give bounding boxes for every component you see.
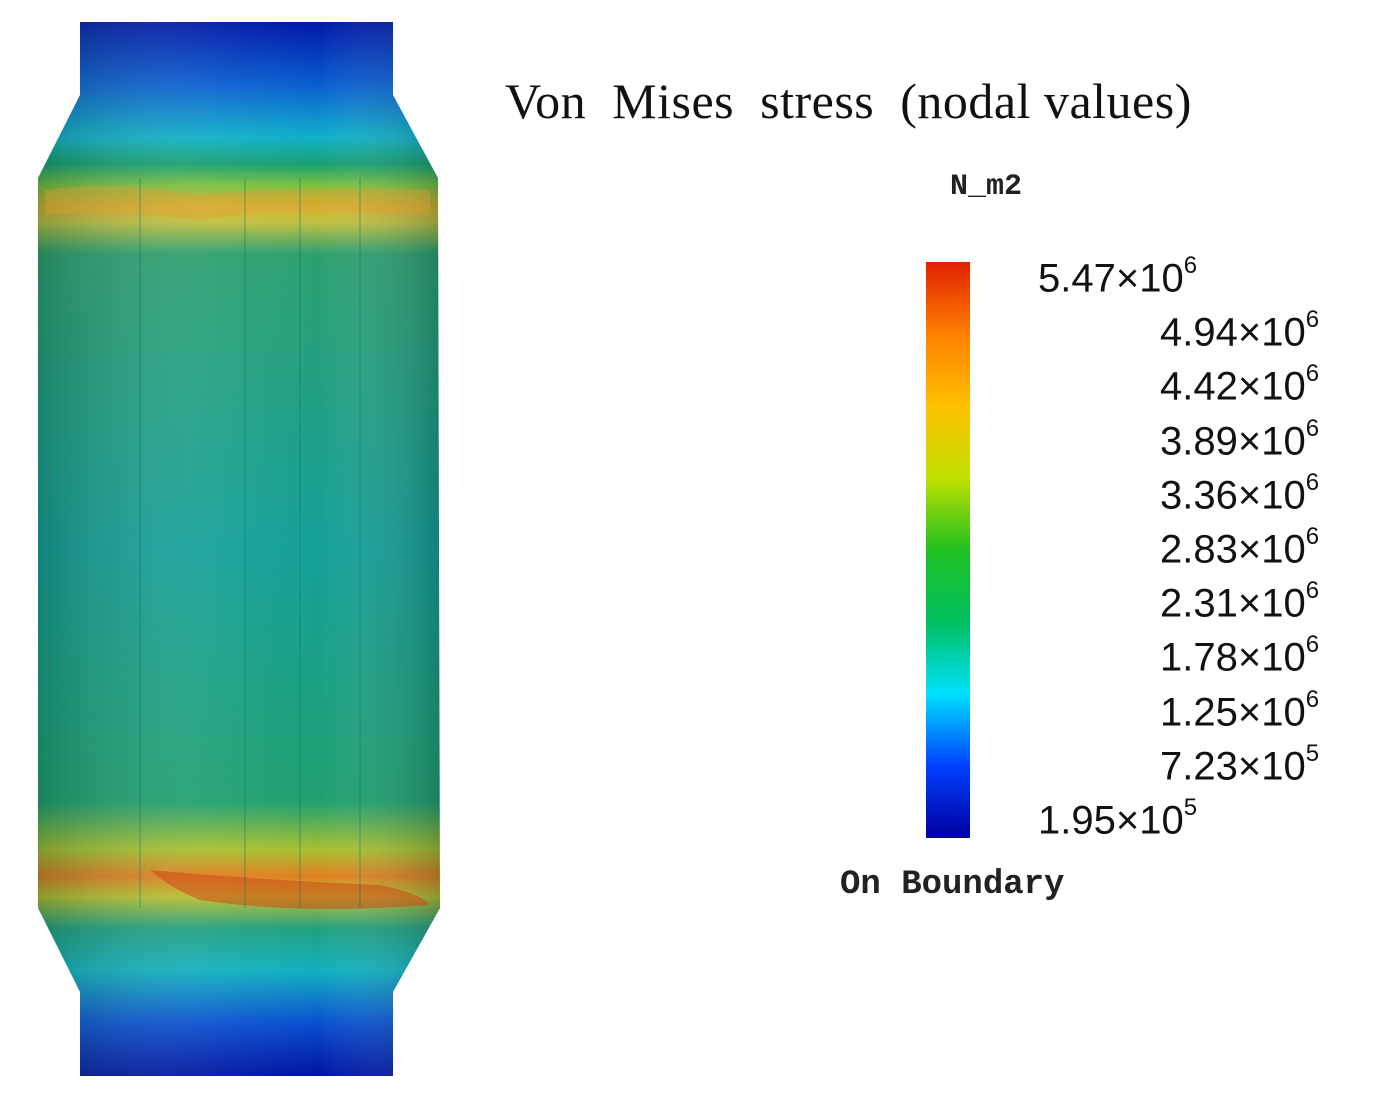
colorbar-tick-label: 3.36×106 <box>1160 468 1320 518</box>
plot-title: Von Mises stress (nodal values) <box>505 73 1192 129</box>
unit-label: N_m2 <box>950 170 1023 204</box>
colorbar-tick-label: 5.47×106 <box>1038 252 1198 301</box>
colorbar-tick-label: 7.23×105 <box>1160 739 1320 789</box>
stress-contour-model <box>38 22 440 1076</box>
colorbar-tick-label: 4.42×106 <box>1160 360 1320 409</box>
colorbar-tick-label: 2.83×106 <box>1160 523 1320 572</box>
footer-label: On Boundary <box>840 866 1065 904</box>
colorbar-tick-label: 2.31×106 <box>1160 577 1320 626</box>
colorbar <box>926 262 970 838</box>
colorbar-tick-label: 3.89×106 <box>1160 414 1320 463</box>
colorbar-tick-label: 1.78×106 <box>1160 631 1320 680</box>
colorbar-tick-label: 4.94×106 <box>1160 306 1320 355</box>
colorbar-tick-label: 1.95×105 <box>1038 794 1198 843</box>
colorbar-tick-label: 1.25×106 <box>1160 685 1320 734</box>
